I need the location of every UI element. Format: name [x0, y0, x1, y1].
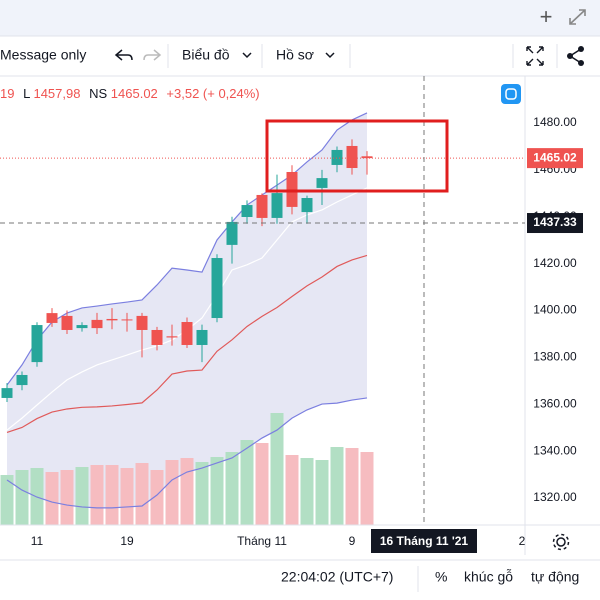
volume-bar [225, 452, 239, 525]
candle-body [91, 319, 103, 329]
x-tick-label: Tháng 11 [237, 534, 287, 548]
legend-low: 1457,98 [33, 86, 80, 101]
candle-body [196, 329, 208, 345]
candle-body [316, 178, 328, 188]
volume-bar [240, 440, 254, 525]
candle-body [151, 329, 163, 345]
clock: 22:04:02 (UTC+7) [281, 569, 393, 585]
expand-button[interactable] [569, 9, 586, 25]
volume-bar [195, 462, 209, 525]
x-tick-label: 19 [120, 534, 134, 548]
legend-low-label: L [23, 86, 30, 101]
candle-body [271, 193, 283, 218]
candle-body [166, 336, 178, 338]
highlight-box [265, 119, 449, 193]
volume-bar [285, 455, 299, 525]
candle-body [181, 322, 193, 345]
volume-bar [180, 458, 194, 525]
candle-body [61, 315, 73, 330]
candle-body [241, 205, 253, 217]
volume-bar [75, 467, 89, 525]
legend-day: 19 [0, 86, 14, 101]
legend-close-label: NS [89, 86, 107, 101]
percent-toggle[interactable]: % [435, 569, 447, 585]
candle-body [1, 388, 13, 398]
last-price-box [527, 148, 583, 169]
top-bar [0, 0, 600, 36]
volume-bar [330, 447, 344, 525]
redo-button[interactable] [143, 49, 162, 61]
ohlc-legend: 19 L 1457,98 NS 1465.02 +3,52 (+ 0,24%) [0, 86, 260, 101]
volume-bar [270, 413, 284, 525]
candle-body [31, 325, 43, 363]
chevron [242, 52, 252, 59]
volume-bar [15, 470, 29, 525]
volume-bar [360, 452, 374, 525]
volume-bar [90, 465, 104, 525]
candle-body [301, 198, 313, 213]
volume-bar [165, 460, 179, 525]
indicator-line [6, 254, 368, 433]
fullscreen-button[interactable] [526, 46, 544, 66]
volume-bar [345, 448, 359, 525]
y-tick-label: 1420.00 [533, 256, 577, 270]
y-tick-label: 1400.00 [533, 303, 577, 317]
chart-menu[interactable]: Biểu đồ [182, 47, 230, 63]
last-price-label: 1465.02 [533, 150, 577, 164]
y-tick-label: 1340.00 [533, 443, 577, 457]
chevron [325, 52, 335, 59]
volume-bar [150, 470, 164, 525]
candle-body [106, 318, 118, 321]
candle-body [286, 171, 298, 207]
crosshair-price-label: 1437.33 [533, 215, 577, 229]
candle-body [76, 325, 88, 329]
y-tick-label: 1360.00 [533, 396, 577, 410]
candle-body [256, 194, 268, 218]
crosshair-date-box [371, 529, 477, 553]
message-button[interactable]: Message only [0, 47, 86, 63]
volume-bar [105, 465, 119, 525]
candle-body [121, 319, 133, 321]
share-button[interactable] [567, 46, 584, 66]
y-tick-label: 1320.00 [533, 490, 577, 504]
crosshair-date: 16 Tháng 11 '21 [380, 534, 469, 548]
volume-bar [300, 458, 314, 525]
settings-button[interactable] [552, 533, 570, 551]
candle-body [136, 315, 148, 330]
indicator-line [6, 397, 368, 509]
volume-bar [255, 443, 269, 525]
legend-change: +3,52 (+ 0,24%) [166, 86, 259, 101]
y-tick-label: 1380.00 [533, 350, 577, 364]
candle-body [46, 313, 58, 323]
candle-body [361, 156, 373, 159]
plot [0, 112, 525, 525]
sync-button[interactable] [501, 84, 521, 104]
x-tick-label: 11 [31, 534, 44, 548]
candle-body [226, 221, 238, 245]
volume-bar [315, 460, 329, 525]
volume-bar [210, 457, 224, 525]
volume-bar [45, 472, 59, 525]
candle-body [331, 149, 343, 165]
log-toggle[interactable]: khúc gỗ [464, 569, 513, 585]
crosshair-price-box [527, 213, 583, 234]
undo-button[interactable] [114, 49, 133, 61]
legend-close: 1465.02 [111, 86, 158, 101]
volume-bar [60, 470, 74, 525]
volume-bar [120, 468, 134, 525]
volume-bar [0, 475, 14, 525]
sync-icon [505, 88, 517, 100]
y-tick-label: 1480.00 [533, 115, 577, 129]
x-tick-label: 9 [349, 534, 356, 548]
add-button[interactable]: + [540, 4, 553, 29]
x-tick-label: 2 [519, 534, 526, 548]
volume-bar [135, 463, 149, 525]
candle-body [211, 258, 223, 319]
candle-body [346, 145, 358, 169]
profile-menu[interactable]: Hồ sơ [276, 47, 314, 63]
candle-body [16, 374, 28, 386]
auto-toggle[interactable]: tự động [531, 569, 579, 585]
